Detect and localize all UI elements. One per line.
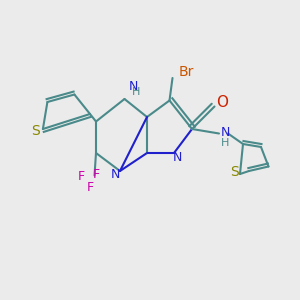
- Text: N: N: [111, 167, 120, 181]
- Text: F: F: [92, 167, 100, 181]
- Text: N: N: [220, 125, 230, 139]
- Text: N: N: [172, 151, 182, 164]
- Text: S: S: [230, 166, 239, 179]
- Text: N: N: [129, 80, 138, 94]
- Text: O: O: [216, 94, 228, 110]
- Text: F: F: [77, 170, 85, 184]
- Text: H: H: [132, 86, 141, 97]
- Text: S: S: [31, 124, 40, 137]
- Text: F: F: [86, 181, 94, 194]
- Text: Br: Br: [178, 65, 194, 79]
- Text: H: H: [221, 137, 229, 148]
